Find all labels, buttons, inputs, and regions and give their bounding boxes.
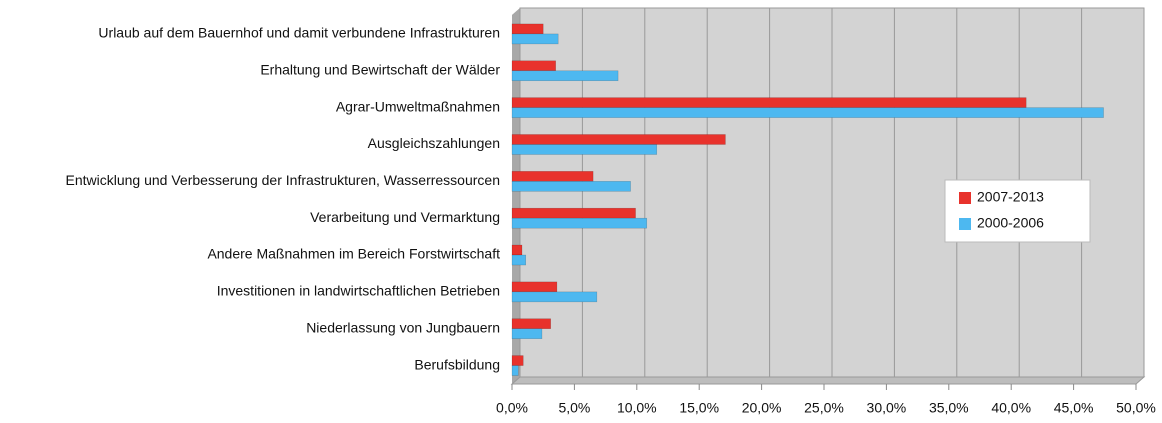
legend-swatch (959, 192, 971, 204)
x-tick-label: 35,0% (929, 400, 969, 416)
bar (511, 318, 551, 329)
bar (511, 33, 559, 45)
y-tick-label: Niederlassung von Jungbauern (306, 319, 500, 335)
bar (511, 97, 1027, 108)
plot-floor (510, 376, 1146, 385)
y-tick-label: Urlaub auf dem Bauernhof und damit verbu… (98, 25, 500, 41)
y-tick-label: Entwicklung und Verbesserung der Infrast… (66, 172, 500, 188)
bar (511, 144, 658, 155)
bar (511, 134, 726, 145)
bar (511, 244, 523, 256)
x-tick-label: 40,0% (991, 400, 1031, 416)
bar (511, 107, 1104, 118)
legend-swatch (959, 218, 971, 230)
y-tick-label: Agrar-Umweltmaßnahmen (336, 98, 500, 114)
legend-label: 2007-2013 (977, 189, 1044, 205)
y-tick-label: Ausgleichszahlungen (368, 135, 500, 151)
x-tick-label: 50,0% (1116, 400, 1156, 416)
bar (511, 207, 636, 219)
bar (511, 217, 648, 229)
bar (511, 291, 598, 303)
bar (511, 254, 526, 266)
bar (511, 281, 558, 293)
bar (511, 60, 556, 72)
x-tick-label: 25,0% (804, 400, 844, 416)
legend-label: 2000-2006 (977, 215, 1044, 231)
bar (511, 23, 544, 35)
bar (511, 355, 524, 366)
y-tick-label: Andere Maßnahmen im Bereich Forstwirtsch… (207, 246, 500, 262)
x-tick-label: 45,0% (1054, 400, 1094, 416)
bar (511, 328, 543, 339)
bar (511, 70, 619, 82)
y-tick-label: Erhaltung und Bewirtschaft der Wälder (260, 61, 500, 77)
bar (511, 171, 594, 182)
bar (511, 181, 631, 192)
y-tick-label: Investitionen in landwirtschaftlichen Be… (217, 283, 500, 299)
x-tick-label: 0,0% (496, 400, 528, 416)
x-tick-label: 15,0% (679, 400, 719, 416)
bar (511, 365, 519, 376)
y-tick-label: Verarbeitung und Vermarktung (310, 209, 500, 225)
legend-box (944, 179, 1091, 243)
x-tick-label: 30,0% (867, 400, 907, 416)
x-tick-label: 10,0% (617, 400, 657, 416)
x-tick-label: 20,0% (742, 400, 782, 416)
y-tick-label: Berufsbildung (414, 356, 500, 372)
x-tick-label: 5,0% (558, 400, 590, 416)
